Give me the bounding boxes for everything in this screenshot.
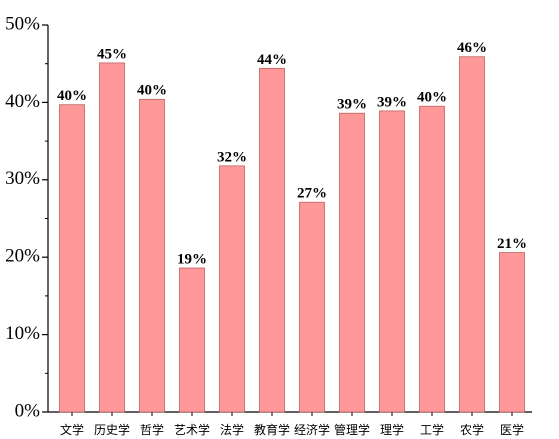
x-tick-label: 管理学 <box>334 422 370 437</box>
value-label: 44% <box>257 52 287 68</box>
bar <box>299 201 325 413</box>
value-label: 27% <box>297 186 327 202</box>
value-label: 19% <box>177 251 207 267</box>
x-tick-label: 工学 <box>420 422 444 437</box>
bar <box>259 67 285 413</box>
value-label: 32% <box>217 149 247 165</box>
bar <box>139 98 165 413</box>
bar <box>59 104 85 413</box>
value-label: 40% <box>137 83 167 99</box>
x-tick-label: 教育学 <box>254 422 290 437</box>
y-tick-label: 20% <box>5 246 40 267</box>
y-tick-label: 50% <box>5 13 40 34</box>
bar <box>99 62 125 413</box>
value-label: 46% <box>457 40 487 56</box>
value-label: 39% <box>377 94 407 110</box>
x-tick-label: 经济学 <box>294 422 330 437</box>
bar <box>179 267 205 413</box>
value-label: 40% <box>417 90 447 106</box>
y-tick-label: 30% <box>5 168 40 189</box>
bar <box>379 110 405 413</box>
bar <box>499 252 525 413</box>
bar <box>419 105 445 413</box>
bar <box>219 165 245 413</box>
x-tick-label: 医学 <box>500 422 524 437</box>
x-tick-label: 农学 <box>460 422 484 437</box>
value-label: 39% <box>337 97 367 113</box>
x-tick-label: 文学 <box>60 422 84 437</box>
value-label: 45% <box>97 46 127 62</box>
x-tick-label: 法学 <box>220 422 244 437</box>
value-label: 40% <box>57 88 87 104</box>
y-tick-label: 40% <box>5 91 40 112</box>
y-tick-label: 10% <box>5 323 40 344</box>
value-label: 21% <box>497 236 527 252</box>
x-tick-label: 历史学 <box>94 422 130 437</box>
x-tick-label: 艺术学 <box>174 422 210 437</box>
y-tick-label: 0% <box>15 400 41 421</box>
x-tick-label: 理学 <box>380 422 404 437</box>
x-tick-label: 哲学 <box>140 422 164 437</box>
bar <box>459 56 485 413</box>
bar <box>339 112 365 413</box>
